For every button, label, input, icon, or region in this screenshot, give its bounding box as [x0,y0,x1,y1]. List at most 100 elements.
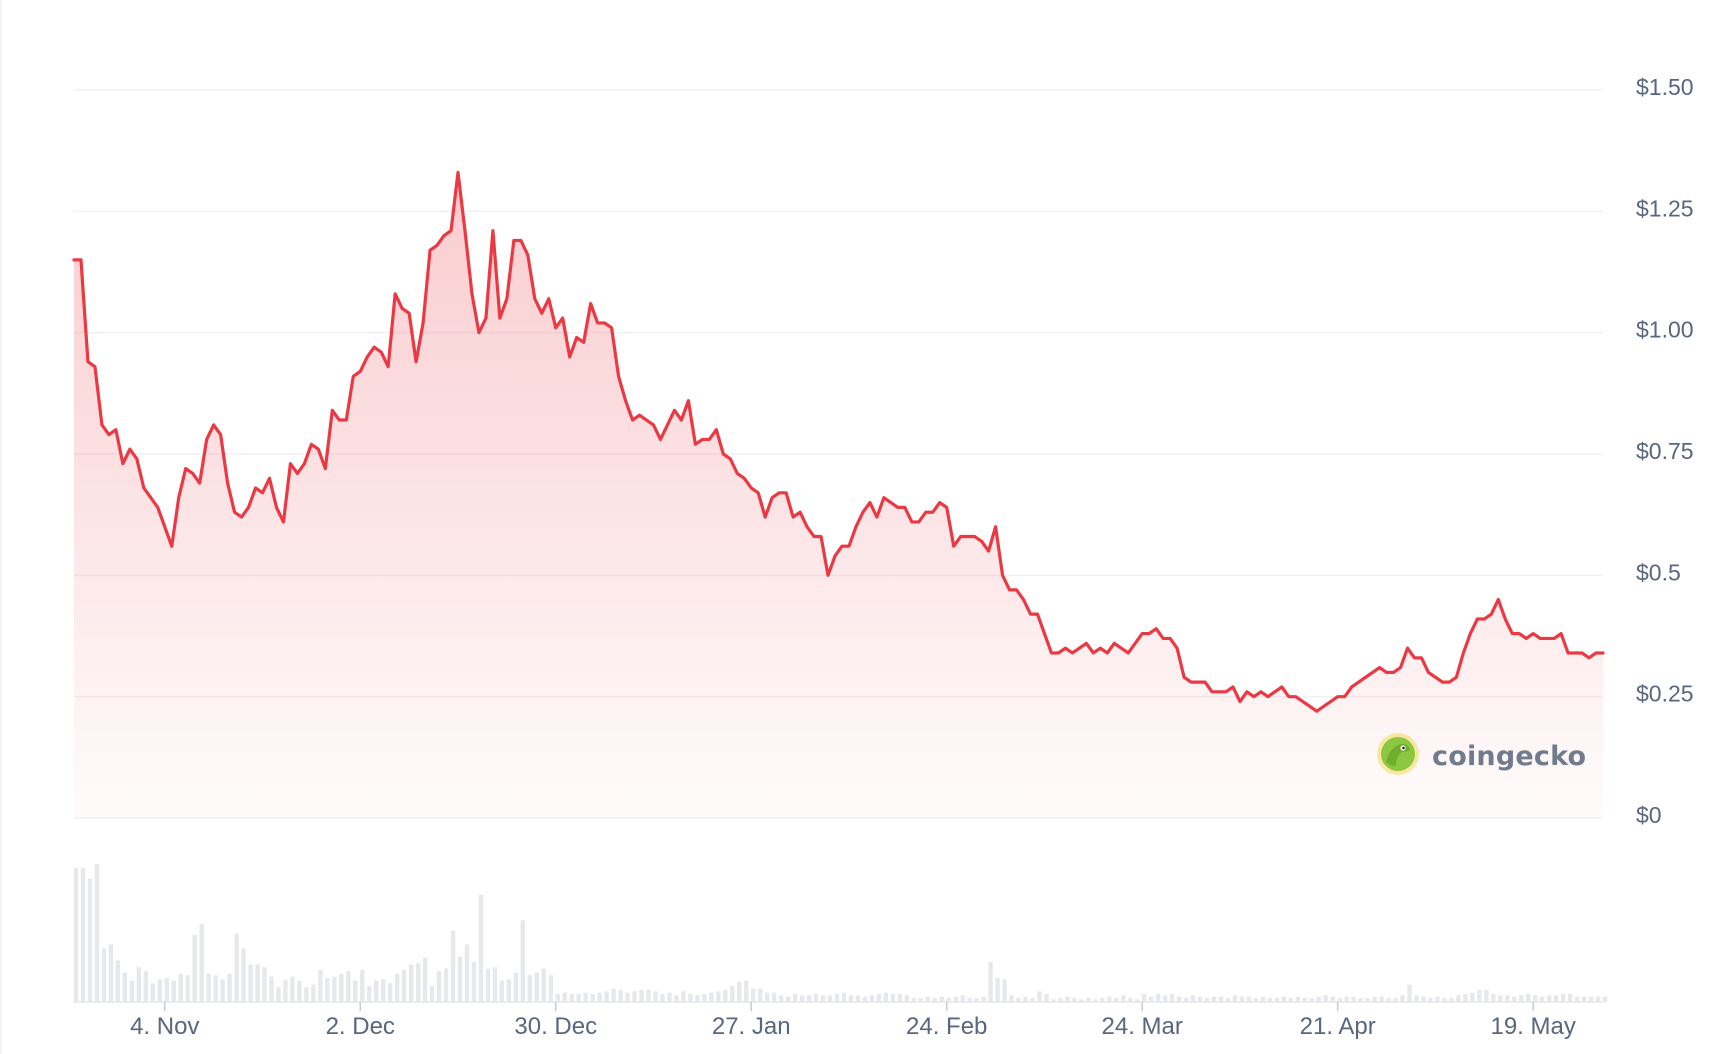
volume-bar [806,995,812,1002]
volume-bar [1414,995,1419,1002]
volume-bar [136,967,141,1002]
volume-bar [311,984,316,1002]
volume-bar [1142,993,1147,1002]
volume-bar [1407,984,1412,1002]
volume-bar [590,993,595,1002]
volume-bar [1176,996,1182,1002]
volume-bar [1323,995,1328,1002]
volume-bar [1211,996,1217,1002]
volume-bar [1128,997,1133,1002]
y-tick-label: $0.75 [1636,438,1694,464]
volume-bar [869,995,875,1002]
volume-bar [1337,997,1342,1002]
volume-bar [667,992,672,1002]
volume-bar [841,992,847,1002]
volume-bar [1030,997,1035,1002]
volume-bar [346,971,351,1002]
volume-bar [1253,997,1259,1002]
volume-bar [73,868,79,1002]
volume-bar [1302,997,1307,1002]
volume-bar [1274,997,1280,1002]
volume-bar [1330,996,1335,1002]
volume-bar [436,971,442,1002]
volume-bar [862,996,868,1002]
volume-bar [1121,995,1126,1002]
volume-bar [408,964,414,1002]
volume-bar [785,996,791,1002]
volume-bar [527,975,532,1002]
volume-bar [883,992,889,1002]
volume-bar [1072,997,1077,1002]
volume-bar [318,969,323,1002]
volume-bar [674,995,679,1002]
volume-bar [464,944,470,1002]
volume-bar [1239,996,1245,1002]
volume-bar [1218,996,1224,1002]
volume-bar [101,948,107,1002]
volume-bar [1190,995,1196,1002]
volume-bar [813,993,819,1002]
volume-bar [1498,995,1503,1002]
volume-bar [904,995,909,1002]
volume-bar [534,972,539,1002]
volume-bar [1169,993,1175,1002]
volume-bar [1519,995,1524,1002]
volume-bar [1421,996,1426,1002]
volume-bar [897,993,903,1002]
volume-bar [1149,996,1154,1002]
volume-bar [381,979,386,1002]
coingecko-watermark: coingecko [1376,732,1586,781]
volume-bar [1260,996,1266,1002]
x-tick-label: 2. Dec [326,1013,395,1040]
volume-bar [241,948,246,1002]
volume-bar [143,971,148,1002]
volume-bar [1456,995,1461,1002]
volume-bar [541,968,546,1002]
volume-bar [960,995,965,1002]
volume-bars [73,864,1608,1002]
volume-bar [988,961,993,1002]
volume-bar [276,987,281,1002]
volume-bar [981,996,986,1002]
watermark-text: coingecko [1432,741,1587,772]
volume-bar [618,989,623,1002]
x-tick-label: 27. Jan [712,1013,791,1040]
volume-bar [1560,993,1566,1002]
volume-bar [834,993,840,1002]
volume-bar [1309,997,1314,1002]
volume-bar [932,997,937,1002]
volume-bar [1365,997,1370,1002]
volume-bar [1540,996,1545,1002]
volume-bar [1197,996,1203,1002]
volume-bar [1435,996,1440,1002]
volume-bar [1449,997,1454,1002]
volume-bar [492,967,498,1002]
volume-bar [737,981,742,1002]
volume-bar [374,980,379,1002]
volume-bar [1491,993,1496,1002]
volume-bar [108,944,114,1002]
price-line-group [72,170,1605,713]
volume-bar [1058,997,1063,1002]
y-tick-label: $1.25 [1636,195,1694,221]
volume-bar [562,992,567,1002]
volume-bar [297,980,302,1002]
volume-bar [702,993,707,1002]
volume-bar [1246,996,1252,1002]
volume-bar [1602,996,1608,1002]
y-tick-label: $0.5 [1636,559,1681,585]
volume-bar [164,977,169,1002]
volume-bar [1526,993,1531,1002]
volume-bar [1358,997,1363,1002]
price-area-fill [74,172,1603,818]
volume-bar [1107,996,1112,1002]
volume-bar [339,973,344,1002]
volume-bar [695,995,700,1002]
volume-bar [611,988,616,1002]
volume-bar [709,992,714,1002]
volume-bar [1295,996,1300,1002]
volume-bar [1093,999,1098,1002]
volume-bar [443,968,449,1002]
volume-bar [353,980,358,1002]
